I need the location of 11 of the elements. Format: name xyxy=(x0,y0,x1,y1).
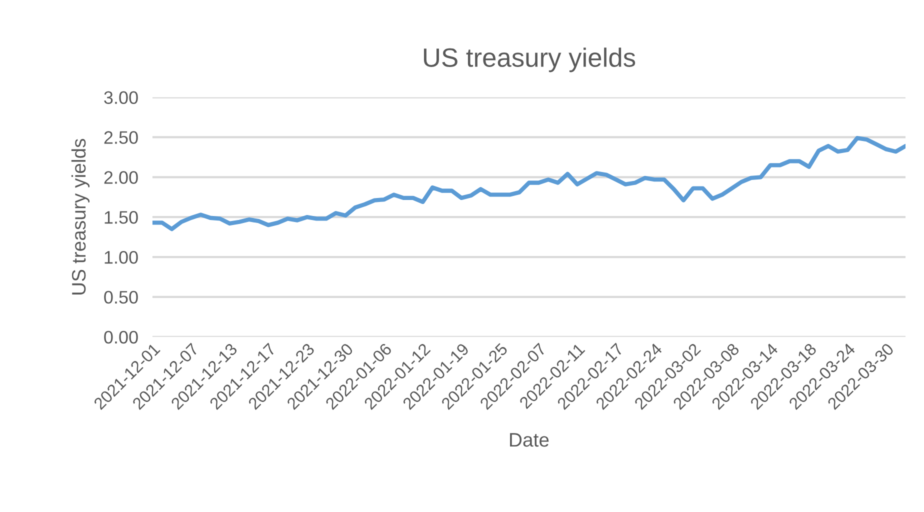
y-tick-label: 1.50 xyxy=(104,211,138,224)
chart-title: US treasury yields xyxy=(424,48,636,72)
y-tick-label: 2.00 xyxy=(104,171,138,184)
x-axis-title: Date xyxy=(510,433,549,447)
line-series xyxy=(152,136,906,232)
y-tick-label: 0.00 xyxy=(104,330,138,344)
y-tick-label: 1.00 xyxy=(104,250,138,264)
y-tick-label: 2.50 xyxy=(104,131,138,144)
y-tick-label: 0.50 xyxy=(104,290,138,304)
y-axis-title: US treasury yields xyxy=(71,138,90,294)
y-tick-label: 3.00 xyxy=(104,91,138,104)
